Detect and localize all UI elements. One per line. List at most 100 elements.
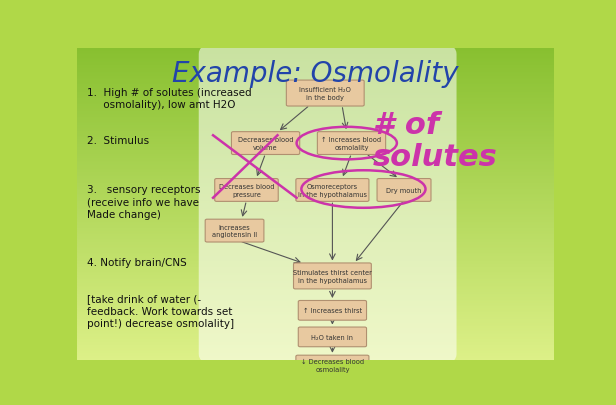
Bar — [77, 220, 554, 222]
Bar — [77, 142, 554, 144]
FancyBboxPatch shape — [232, 132, 300, 155]
Bar — [77, 350, 554, 351]
Bar — [77, 113, 554, 114]
Bar — [77, 253, 554, 254]
Bar — [77, 181, 554, 183]
Bar — [77, 247, 554, 248]
Bar — [77, 250, 554, 251]
Bar — [77, 164, 554, 166]
Bar — [77, 239, 554, 241]
FancyBboxPatch shape — [205, 220, 264, 243]
Bar — [77, 145, 554, 147]
Bar — [77, 279, 554, 281]
Bar — [77, 150, 554, 151]
Bar — [77, 272, 554, 273]
Bar — [77, 122, 554, 124]
Bar — [77, 225, 554, 226]
Bar — [77, 119, 554, 120]
Bar — [77, 236, 554, 237]
Bar — [77, 205, 554, 206]
Bar — [77, 55, 554, 56]
Bar — [77, 359, 554, 360]
Bar — [77, 278, 554, 279]
Bar — [77, 317, 554, 318]
Bar — [77, 69, 554, 70]
Bar — [77, 85, 554, 86]
Bar — [77, 243, 554, 245]
Text: 4. Notify brain/CNS: 4. Notify brain/CNS — [86, 258, 186, 268]
Bar — [77, 128, 554, 130]
Bar — [77, 159, 554, 161]
Bar — [77, 97, 554, 98]
Bar — [77, 52, 554, 53]
Bar — [77, 190, 554, 192]
Bar — [77, 133, 554, 134]
Text: 3.   sensory receptors
(receive info we have
Made change): 3. sensory receptors (receive info we ha… — [86, 184, 200, 219]
Bar — [77, 74, 554, 75]
Bar — [77, 212, 554, 214]
Bar — [77, 170, 554, 172]
Bar — [77, 318, 554, 320]
Bar — [77, 120, 554, 122]
Bar — [77, 134, 554, 136]
Bar — [77, 262, 554, 264]
Bar — [77, 303, 554, 304]
Bar — [77, 95, 554, 97]
Text: Stimulates thirst center
in the hypothalamus: Stimulates thirst center in the hypothal… — [293, 269, 372, 283]
Bar — [77, 307, 554, 309]
Text: Insufficient H₂O
in the body: Insufficient H₂O in the body — [299, 87, 351, 100]
Bar — [77, 357, 554, 359]
Bar — [77, 290, 554, 292]
Bar — [77, 91, 554, 92]
Bar — [77, 58, 554, 60]
FancyBboxPatch shape — [215, 179, 278, 202]
Text: Dry mouth: Dry mouth — [386, 188, 422, 194]
Bar — [77, 161, 554, 162]
Bar — [77, 287, 554, 289]
Bar — [77, 353, 554, 354]
Bar — [77, 214, 554, 215]
Bar — [77, 226, 554, 228]
Bar — [77, 301, 554, 303]
Bar — [77, 331, 554, 333]
Bar — [77, 324, 554, 326]
Bar — [77, 194, 554, 195]
Bar — [77, 64, 554, 66]
Bar — [77, 198, 554, 200]
Bar — [77, 114, 554, 116]
Bar — [77, 326, 554, 328]
Bar — [77, 195, 554, 197]
Bar — [77, 137, 554, 139]
Bar — [77, 306, 554, 307]
Bar — [77, 261, 554, 262]
Bar — [77, 337, 554, 339]
Bar — [77, 139, 554, 141]
Bar — [77, 230, 554, 231]
Bar — [77, 203, 554, 205]
Bar — [77, 177, 554, 178]
Bar — [77, 189, 554, 190]
Text: 1.  High # of solutes (increased
     osmolality), low amt H2O: 1. High # of solutes (increased osmolali… — [86, 87, 251, 110]
Bar — [77, 309, 554, 311]
Bar — [77, 100, 554, 102]
Bar — [77, 117, 554, 119]
Bar — [77, 276, 554, 278]
Bar — [77, 295, 554, 296]
Bar — [77, 87, 554, 89]
Bar — [77, 322, 554, 323]
Bar — [77, 70, 554, 72]
Bar — [77, 292, 554, 293]
Text: H₂O taken in: H₂O taken in — [312, 334, 354, 340]
Bar — [77, 281, 554, 283]
Bar — [77, 241, 554, 242]
Bar — [77, 162, 554, 164]
Bar — [77, 108, 554, 109]
Bar — [77, 155, 554, 156]
Bar — [77, 234, 554, 236]
Bar — [77, 346, 554, 348]
Bar — [77, 259, 554, 261]
Bar — [77, 354, 554, 356]
Bar — [77, 242, 554, 243]
Bar — [77, 219, 554, 220]
Bar — [77, 92, 554, 94]
